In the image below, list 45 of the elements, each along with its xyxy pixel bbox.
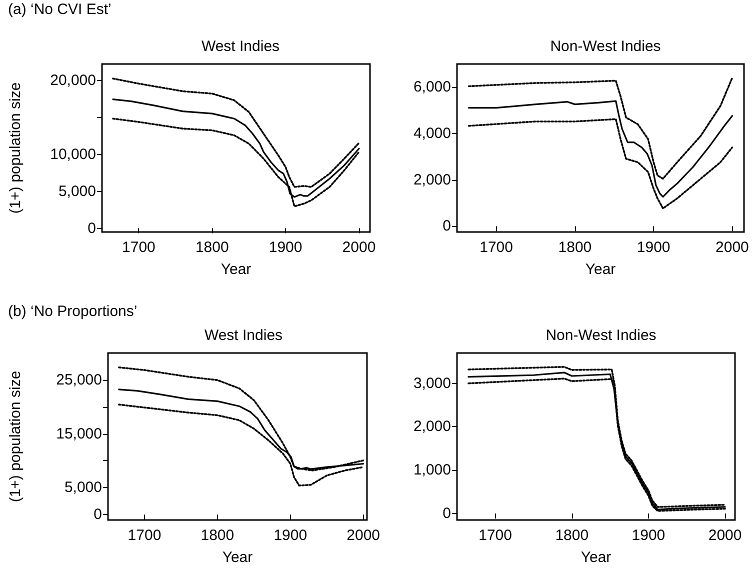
x-axis-title: Year [222,549,253,566]
chart-title: West Indies [201,38,280,55]
x-tick-label: 1700 [478,527,512,544]
x-tick-label: 1700 [128,527,162,544]
y-tick-label: 5,000 [64,479,102,496]
y-tick-label: 0 [442,218,451,235]
chart-title: Non-West Indies [550,38,661,55]
y-tick-label: 2,000 [413,418,451,436]
x-tick-label: 2000 [708,527,742,544]
y-tick-label: 2,000 [413,171,451,188]
x-axis-title: Year [580,549,612,566]
y-tick-label: 0 [88,220,96,237]
text: (a) ‘No CVI Est’ [8,1,112,18]
x-tick-label: 1900 [632,527,666,544]
x-tick-label: 1700 [480,239,514,256]
x-tick-label: 2000 [342,239,376,256]
y-tick-label: 20,000 [50,72,96,89]
x-tick-label: 1700 [122,239,156,256]
x-tick-label: 1900 [274,527,308,544]
y-tick-label: 25,000 [56,371,102,388]
chart-title: West Indies [204,327,283,344]
y-tick-label: 10,000 [50,146,96,163]
y-tick-label: 5,000 [58,182,96,200]
x-tick-label: 2000 [346,527,380,544]
x-tick-label: 1900 [268,239,302,256]
x-tick-label: 1800 [555,527,589,544]
y-axis-title: (1+) population size [7,370,24,502]
y-tick-label: 6,000 [413,78,451,96]
line-series [112,78,360,188]
text: (b) ‘No Proportions’ [8,303,138,320]
x-tick-label: 2000 [716,239,749,256]
y-tick-label: 3,000 [413,374,451,392]
y-tick-label: 1,000 [413,462,451,479]
y-tick-label: 15,000 [56,425,102,442]
y-tick-label: 0 [94,506,102,524]
chart-title: Non-West Indies [546,327,656,344]
y-tick-label: 4,000 [413,125,451,142]
y-axis-title: (1+) population size [7,82,24,214]
x-tick-label: 1900 [636,239,670,256]
x-axis-title: Year [585,261,616,278]
y-tick-label: 0 [442,504,451,522]
x-tick-label: 1800 [195,239,229,256]
x-axis-title: Year [220,261,252,278]
x-tick-label: 1800 [200,527,234,544]
x-tick-label: 1800 [558,239,592,256]
